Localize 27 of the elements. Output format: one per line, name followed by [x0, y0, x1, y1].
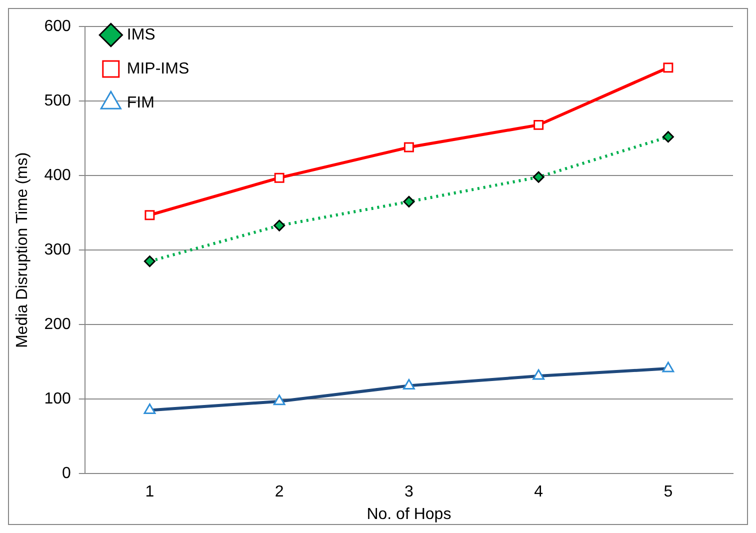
y-tick-label: 0	[62, 465, 71, 482]
point	[144, 256, 156, 268]
point	[274, 220, 286, 232]
point	[532, 171, 544, 183]
point	[663, 62, 674, 73]
point	[662, 131, 674, 143]
legend-label: MIP-IMS	[126, 60, 190, 78]
point	[144, 210, 155, 220]
x-tick-label: 4	[534, 484, 544, 501]
point	[403, 196, 415, 208]
legend-label: IMS	[126, 26, 156, 44]
y-tick-label: 400	[44, 167, 71, 184]
point	[534, 120, 544, 130]
x-tick-label: 2	[274, 484, 284, 501]
y-tick-label: 300	[44, 242, 71, 259]
x-tick-label: 5	[664, 484, 673, 501]
y-tick-label: 500	[44, 92, 71, 110]
legend-label: FIM	[126, 94, 154, 112]
x-tick-label: 1	[145, 484, 154, 501]
point	[274, 172, 284, 183]
x-tick-label: 3	[404, 484, 414, 501]
point	[404, 142, 414, 152]
y-tick-label: 100	[44, 390, 71, 408]
y-tick-label: 600	[44, 18, 71, 36]
x-axis-title: No. of Hops	[366, 506, 452, 523]
y-axis-title: Media Disruption Time (ms)	[14, 152, 32, 348]
y-tick-label: 200	[44, 316, 71, 334]
